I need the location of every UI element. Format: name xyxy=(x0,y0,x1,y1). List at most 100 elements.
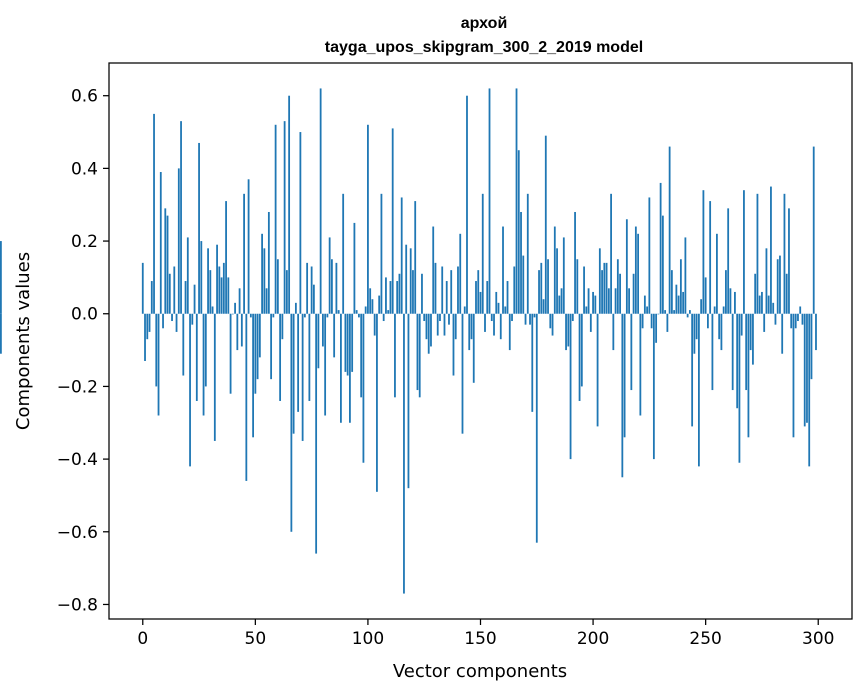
bar xyxy=(468,313,471,351)
bar xyxy=(670,270,673,314)
bar xyxy=(335,262,338,314)
bar xyxy=(551,313,554,336)
bar xyxy=(425,313,428,340)
bar xyxy=(524,313,527,325)
bar xyxy=(346,313,349,376)
bar xyxy=(310,266,313,314)
x-tick-label: 250 xyxy=(689,629,721,649)
bar xyxy=(463,306,466,314)
bar xyxy=(763,313,766,332)
bar xyxy=(484,313,486,332)
bar xyxy=(258,313,261,358)
bar xyxy=(308,313,311,401)
bar xyxy=(184,281,187,314)
bar xyxy=(324,313,327,416)
bar xyxy=(432,226,435,314)
bar xyxy=(677,295,680,314)
bar xyxy=(321,313,324,347)
bar xyxy=(675,284,678,314)
bar xyxy=(490,313,493,322)
bar xyxy=(182,313,185,376)
bar xyxy=(144,313,146,361)
bar xyxy=(767,295,770,314)
bar xyxy=(560,288,563,314)
bar xyxy=(423,313,426,322)
bar xyxy=(529,313,531,325)
bar xyxy=(229,313,232,394)
bar xyxy=(331,259,333,314)
bar xyxy=(486,281,489,314)
bar xyxy=(740,313,743,336)
bar xyxy=(578,313,581,401)
bar xyxy=(587,288,590,314)
x-tick-label: 200 xyxy=(577,629,609,649)
bars-group xyxy=(0,88,817,594)
bar xyxy=(148,313,151,332)
bar xyxy=(502,226,504,314)
bar xyxy=(716,233,718,314)
bar xyxy=(788,208,790,314)
bar xyxy=(806,313,808,423)
bar xyxy=(459,233,462,314)
bar xyxy=(664,310,667,314)
bar xyxy=(398,273,401,314)
bar xyxy=(691,313,694,427)
bar xyxy=(238,288,241,314)
bar xyxy=(283,121,286,314)
bar xyxy=(553,226,556,314)
bar xyxy=(173,266,176,314)
bar xyxy=(159,172,162,314)
bar xyxy=(227,277,230,314)
bar xyxy=(358,313,360,318)
bar xyxy=(661,215,664,314)
bar xyxy=(369,288,372,314)
bar xyxy=(734,291,736,314)
bar xyxy=(513,266,516,314)
bar xyxy=(630,313,633,391)
bar xyxy=(380,193,383,314)
bar xyxy=(209,270,212,314)
bar xyxy=(641,313,644,329)
bar xyxy=(328,237,331,314)
bar xyxy=(414,201,417,314)
bar xyxy=(652,313,655,460)
bar xyxy=(634,226,637,314)
bar xyxy=(146,313,149,340)
bar xyxy=(657,313,660,315)
bar xyxy=(601,270,603,314)
bar xyxy=(261,233,263,314)
bar xyxy=(574,211,576,314)
bar xyxy=(340,313,342,423)
bar xyxy=(549,313,552,329)
bar xyxy=(427,313,430,354)
bar xyxy=(531,313,534,412)
bar xyxy=(621,313,624,478)
bar xyxy=(292,313,295,434)
bar xyxy=(556,248,558,314)
bar xyxy=(0,313,2,354)
bar xyxy=(452,313,455,376)
bar xyxy=(373,313,376,336)
bar xyxy=(803,313,806,427)
bar xyxy=(700,299,703,314)
bar xyxy=(349,313,351,423)
bar xyxy=(801,313,804,325)
bar xyxy=(713,306,716,314)
bar xyxy=(416,313,419,391)
bar xyxy=(436,313,439,336)
bar xyxy=(175,313,178,332)
bar xyxy=(679,259,682,314)
bar xyxy=(517,150,520,314)
bar xyxy=(245,313,248,481)
bar xyxy=(738,313,741,463)
bar xyxy=(376,313,378,492)
bar xyxy=(765,248,768,314)
bar xyxy=(290,313,293,532)
bar xyxy=(758,295,761,314)
bar xyxy=(666,313,669,332)
bar xyxy=(506,281,509,314)
bar xyxy=(704,277,707,314)
bar xyxy=(533,313,536,318)
x-tick-label: 50 xyxy=(245,629,267,649)
